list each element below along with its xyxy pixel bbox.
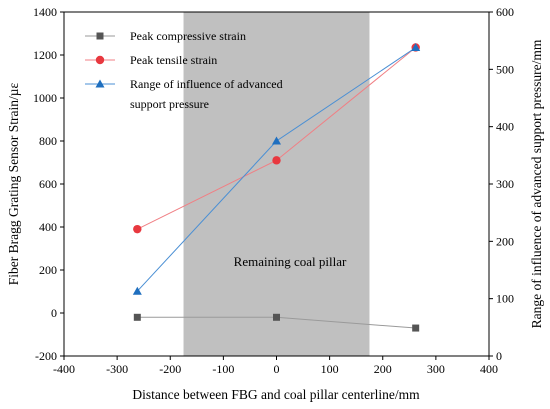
y-axis-left-label: Fiber Bragg Grating Sensor Strain/µε [6,82,21,285]
x-tick-label: -300 [106,362,128,376]
y-left-tick-label: 1400 [33,5,57,19]
x-tick-label: 300 [427,362,445,376]
y-right-tick-label: 200 [496,234,514,248]
x-tick-label: 200 [374,362,392,376]
legend-entry: Peak tensile strain [130,53,217,67]
y-left-tick-label: 1000 [33,91,57,105]
legend-marker-square [96,32,104,40]
legend-entry: Peak compressive strain [130,29,246,43]
legend-entry: Range of influence of advanced [130,77,283,91]
y-right-tick-label: 500 [496,62,514,76]
data-point-square [273,313,280,321]
data-point-triangle [272,136,281,145]
y-axis-right-label: Range of influence of advanced support p… [529,39,544,328]
data-point-triangle [132,286,142,295]
x-tick-label: -400 [53,362,75,376]
y-right-tick-label: 400 [496,120,514,134]
data-point-triangle [411,43,421,52]
y-left-tick-label: 800 [39,134,57,148]
data-point-square [133,313,141,321]
data-point-circle [272,156,281,165]
legend-marker-triangle [95,79,105,88]
y-right-tick-label: 300 [496,177,514,191]
y-right-tick-label: 600 [496,5,514,19]
x-tick-label: -200 [159,362,181,376]
y-right-tick-label: 0 [496,349,502,363]
y-left-tick-label: -200 [35,349,57,363]
x-axis-label: Distance between FBG and coal pillar cen… [132,387,420,402]
x-tick-label: 100 [321,362,339,376]
y-left-tick-label: 200 [39,263,57,277]
y-left-tick-label: 0 [51,306,57,320]
y-right-tick-label: 100 [496,292,514,306]
y-left-tick-label: 600 [39,177,57,191]
data-point-square [412,324,420,332]
x-tick-label: 400 [480,362,498,376]
data-point-circle [133,224,142,234]
legend: Peak compressive strain Peak tensile stra… [85,29,283,111]
x-tick-label: -100 [212,362,234,376]
y-left-tick-label: 1200 [33,48,57,62]
x-tick-label: 0 [274,362,280,376]
shaded-region [183,12,370,356]
legend-marker-circle [95,55,105,65]
shaded-region-label: Remaining coal pillar [234,254,347,269]
legend-entry-line2: support pressure [130,97,209,111]
y-left-tick-label: 400 [39,220,57,234]
